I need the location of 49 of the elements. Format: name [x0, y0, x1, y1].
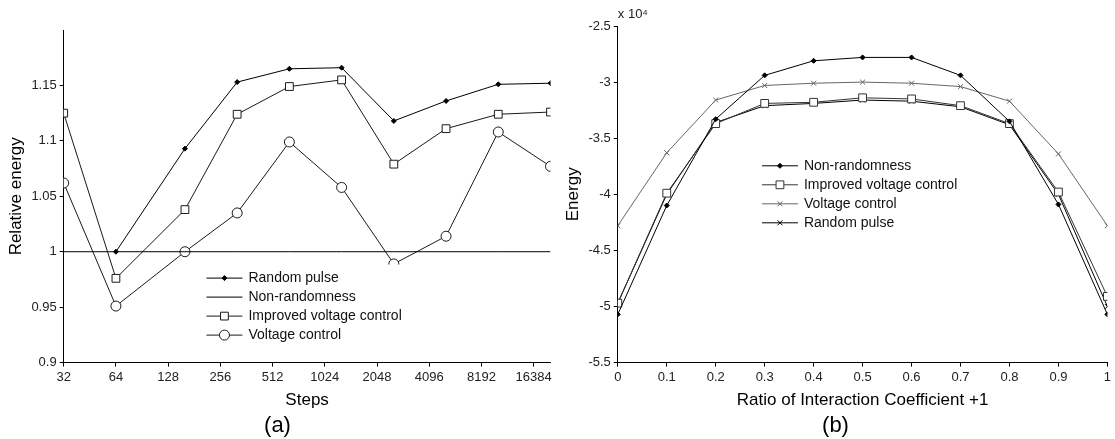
text: x 10⁴	[617, 6, 648, 22]
legend-label: Improved voltage control	[803, 175, 958, 192]
x-axis-title: Ratio of Interaction Coefficient +1	[736, 390, 989, 410]
y-axis-title: Energy	[562, 166, 582, 222]
legend-label: Voltage control	[248, 325, 342, 342]
y-tick-label: -5	[599, 298, 611, 314]
y-tick-label: -3.5	[588, 129, 611, 145]
x-tick-label: 0.7	[951, 368, 970, 384]
x-tick-label: 0.4	[804, 368, 823, 384]
x-tick-label: 0.3	[755, 368, 774, 384]
y-axis-title: Relative energy	[5, 136, 25, 256]
x-tick-label: 8192	[467, 368, 496, 384]
y-tick-label: 1.1	[38, 132, 57, 148]
text: (a)	[264, 411, 291, 437]
y-tick-label: 1.15	[31, 77, 57, 93]
y-tick-label: 1.05	[31, 187, 57, 203]
x-tick-label: 16384	[515, 368, 552, 384]
x-tick-label: 1024	[310, 368, 340, 384]
text: (b)	[822, 411, 849, 437]
y-tick-label: -4.5	[588, 241, 611, 257]
x-tick-label: 64	[108, 368, 124, 384]
legend-label: Voltage control	[803, 194, 897, 211]
legend-label: Non-randomness	[803, 156, 912, 173]
x-tick-label: 4096	[414, 368, 444, 384]
legend-label: Improved voltage control	[248, 306, 402, 323]
x-tick-label: 2048	[362, 368, 392, 384]
x-tick-label: 1	[1103, 368, 1111, 384]
y-tick-label: 0.95	[31, 298, 57, 314]
x-tick-label: 0.1	[657, 368, 676, 384]
legend-label: Random pulse	[803, 213, 895, 230]
x-tick-label: 128	[157, 368, 179, 384]
y-tick-label: -5.5	[588, 354, 611, 370]
y-tick-label: -4	[599, 185, 611, 201]
x-tick-label: 0.2	[706, 368, 725, 384]
x-tick-label: 0.8	[1000, 368, 1019, 384]
y-tick-label: 1	[49, 243, 57, 259]
x-tick-label: 0	[614, 368, 622, 384]
x-tick-label: 512	[261, 368, 284, 384]
x-tick-label: 32	[56, 368, 71, 384]
x-tick-label: 0.5	[853, 368, 872, 384]
x-tick-label: 0.6	[902, 368, 921, 384]
y-tick-label: -3	[599, 73, 611, 89]
x-axis-title: Steps	[285, 390, 329, 410]
y-tick-label: 0.9	[38, 354, 57, 370]
legend-label: Random pulse	[248, 268, 339, 285]
legend-label: Non-randomness	[248, 287, 356, 304]
x-tick-label: 0.9	[1049, 368, 1068, 384]
x-tick-label: 256	[209, 368, 232, 384]
y-tick-label: -2.5	[588, 17, 611, 33]
